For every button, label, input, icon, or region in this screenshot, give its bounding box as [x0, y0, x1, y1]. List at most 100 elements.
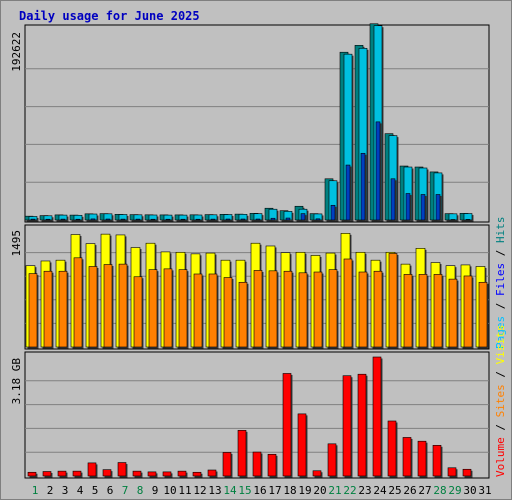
sites-bar-day-11: [178, 269, 188, 348]
volume-bar-day-30: [462, 468, 472, 477]
files-bar-day-29: [448, 213, 458, 221]
pages-bar-day-13-shadow: [212, 220, 217, 222]
volume-bar-day-12: [192, 471, 202, 477]
legend-separator: /: [494, 243, 507, 263]
x-tick-label-day-1: 1: [32, 484, 39, 497]
pages-bar-day-3-shadow: [62, 220, 67, 222]
x-tick-label-day-31: 31: [478, 484, 491, 497]
sites-bar-day-16: [253, 270, 263, 348]
sites-bar-day-23: [358, 271, 368, 348]
sites-bar-day-26: [403, 274, 413, 348]
volume-bar-day-16: [252, 451, 262, 477]
pages-bar-day-30: [465, 219, 471, 221]
legend-text: Volume / Sites / Visits: [494, 325, 507, 477]
sites-bar-day-20: [313, 271, 323, 348]
pages-bar-day-8-shadow: [137, 220, 142, 222]
x-tick-label-day-15: 15: [238, 484, 251, 497]
pages-bar-day-16-shadow: [257, 220, 262, 222]
sites-bar-day-18: [283, 270, 293, 348]
sites-bar-day-8: [133, 276, 143, 348]
sites-bar-day-6: [103, 264, 113, 348]
x-tick-label-day-26: 26: [403, 484, 416, 497]
x-tick-label-day-11: 11: [178, 484, 191, 497]
legend-entry-pages: Pages: [494, 316, 507, 349]
pages-bar-day-9-shadow: [152, 220, 157, 222]
pages-bar-day-17-shadow: [272, 219, 277, 222]
files-bar-day-30: [463, 213, 473, 221]
sites-bar-day-28: [433, 274, 443, 348]
volume-bar-day-24: [372, 356, 382, 477]
volume-bar-day-13: [207, 469, 217, 477]
legend-entry-hits: Hits: [494, 217, 507, 244]
sites-bar-day-19: [298, 272, 308, 348]
x-tick-label-day-24: 24: [373, 484, 387, 497]
sites-bar-day-24: [373, 270, 383, 348]
x-tick-label-day-16: 16: [253, 484, 266, 497]
pages-bar-day-23: [360, 152, 366, 221]
legend-entry-files: Files: [494, 263, 507, 296]
pages-bar-day-14: [225, 218, 231, 221]
pages-bar-day-21: [330, 204, 336, 221]
legend-group: Volume / Sites / Visits: [494, 325, 507, 477]
sites-bar-day-21: [328, 269, 338, 348]
x-tick-label-day-10: 10: [163, 484, 176, 497]
pages-bar-day-6-shadow: [107, 220, 112, 222]
sites-bar-day-5: [88, 266, 98, 348]
pages-bar-day-8: [135, 218, 141, 221]
pages-bar-day-1: [30, 218, 36, 221]
volume-bar-day-10: [162, 471, 172, 477]
volume-bar-day-22: [342, 375, 352, 477]
legend-separator: /: [494, 364, 507, 384]
x-tick-label-day-28: 28: [433, 484, 446, 497]
x-tick-label-day-20: 20: [313, 484, 326, 497]
pages-bar-day-24: [375, 121, 381, 221]
pages-bar-day-27: [420, 194, 426, 221]
volume-bar-day-1: [27, 471, 37, 477]
pages-bar-day-2: [45, 218, 51, 221]
x-tick-label-day-9: 9: [152, 484, 159, 497]
pages-bar-day-18: [285, 217, 291, 221]
pages-bar-day-15-shadow: [242, 220, 247, 222]
volume-bar-day-4: [72, 470, 82, 477]
x-tick-label-day-12: 12: [193, 484, 206, 497]
x-tick-label-day-6: 6: [107, 484, 114, 497]
x-tick-label-day-18: 18: [283, 484, 296, 497]
pages-bar-day-12-shadow: [197, 220, 202, 222]
sites-bar-day-2: [43, 270, 53, 348]
x-tick-label-day-22: 22: [343, 484, 356, 497]
x-tick-label-day-23: 23: [358, 484, 371, 497]
sites-bar-day-17: [268, 270, 278, 348]
volume-bar-day-6: [102, 469, 112, 477]
pages-bar-day-20-shadow: [317, 220, 322, 222]
pages-bar-day-4-shadow: [77, 220, 82, 222]
volume-bar-day-26: [402, 437, 412, 477]
volume-bar-day-8: [132, 470, 142, 477]
pages-bar-day-28: [435, 194, 441, 221]
x-tick-label-day-29: 29: [448, 484, 461, 497]
sites-bar-day-14: [223, 277, 233, 348]
pages-bar-day-11: [180, 218, 186, 221]
y-tick-label-hits-files-pages: 192622: [10, 32, 23, 72]
volume-bar-day-29: [447, 467, 457, 477]
volume-bar-day-14: [222, 452, 232, 477]
pages-bar-day-1-shadow: [32, 220, 37, 222]
pages-bar-day-17: [270, 217, 276, 221]
pages-bar-day-19: [300, 213, 306, 221]
x-tick-label-day-25: 25: [388, 484, 401, 497]
volume-bar-day-2: [42, 471, 52, 477]
sites-bar-day-12: [193, 273, 203, 348]
sites-bar-day-4: [73, 257, 83, 348]
x-tick-label-day-19: 19: [298, 484, 311, 497]
x-tick-label-day-13: 13: [208, 484, 221, 497]
x-tick-label-day-17: 17: [268, 484, 281, 497]
volume-bar-day-11: [177, 470, 187, 477]
volume-bar-day-3: [57, 470, 67, 477]
sites-bar-day-10: [163, 268, 173, 348]
volume-bar-day-20: [312, 470, 322, 477]
volume-bar-day-17: [267, 453, 277, 477]
x-tick-label-day-8: 8: [137, 484, 144, 497]
pages-bar-day-6: [105, 218, 111, 221]
x-tick-label-day-3: 3: [62, 484, 69, 497]
